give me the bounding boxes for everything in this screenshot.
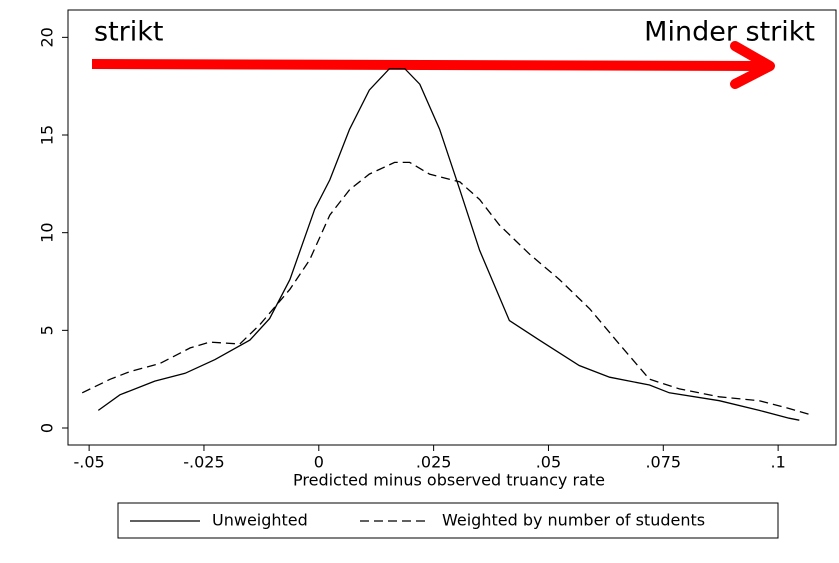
x-tick-label: .05 — [536, 453, 561, 472]
legend-label: Unweighted — [212, 511, 308, 530]
x-tick-label: .1 — [770, 453, 785, 472]
arrow — [91, 41, 775, 89]
plot-frame — [67, 9, 837, 446]
annotation: strikt — [94, 17, 163, 48]
x-tick-label: .075 — [645, 453, 681, 472]
annotation: Minder strikt — [644, 17, 815, 48]
arrow-head — [730, 41, 775, 89]
legend-box — [117, 502, 779, 539]
legend-label: Weighted by number of students — [442, 511, 705, 530]
series-line — [81, 161, 810, 415]
y-tick-label: 15 — [38, 125, 57, 145]
y-tick-label: 0 — [38, 423, 57, 433]
series-line — [97, 67, 800, 421]
y-tick-label: 5 — [38, 325, 57, 335]
y-tick-label: 20 — [38, 27, 57, 47]
x-axis-label: Predicted minus observed truancy rate — [293, 471, 605, 490]
x-tick-label: -.025 — [183, 453, 224, 472]
arrow-shaft — [91, 59, 771, 71]
x-tick-label: 0 — [314, 453, 324, 472]
x-tick-label: -.05 — [74, 453, 105, 472]
x-tick-label: .025 — [416, 453, 452, 472]
y-tick-label: 10 — [38, 222, 57, 242]
